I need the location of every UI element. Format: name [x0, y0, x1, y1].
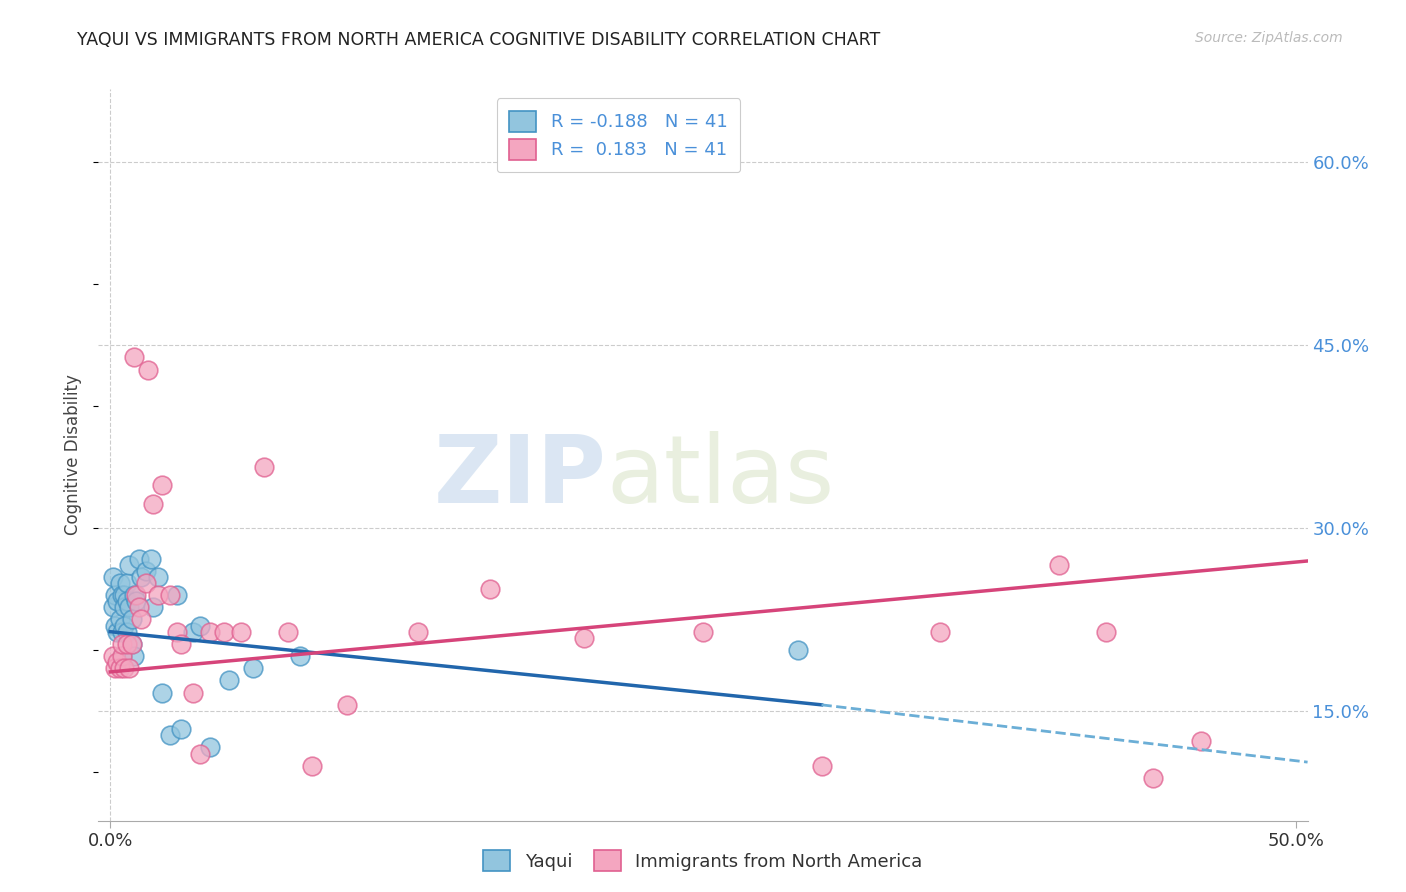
Point	[118, 661, 141, 675]
Point	[190, 747, 212, 761]
Point	[574, 631, 596, 645]
Point	[114, 588, 136, 602]
Point	[111, 649, 134, 664]
Point	[105, 624, 128, 639]
Point	[253, 460, 276, 475]
Point	[1047, 558, 1070, 572]
Point	[122, 649, 145, 664]
Point	[104, 618, 127, 632]
Point	[129, 570, 152, 584]
Point	[115, 637, 138, 651]
Point	[170, 723, 193, 737]
Point	[170, 637, 193, 651]
Point	[277, 624, 299, 639]
Point	[218, 673, 240, 688]
Point	[159, 728, 181, 742]
Point	[478, 582, 501, 596]
Point	[111, 637, 134, 651]
Point	[121, 637, 143, 651]
Point	[121, 613, 143, 627]
Point	[288, 649, 311, 664]
Point	[128, 551, 150, 566]
Point	[139, 551, 162, 566]
Point	[159, 588, 181, 602]
Point	[336, 698, 359, 712]
Point	[104, 588, 127, 602]
Point	[129, 613, 152, 627]
Point	[111, 588, 134, 602]
Point	[125, 588, 148, 602]
Point	[212, 624, 235, 639]
Point	[810, 758, 832, 772]
Point	[152, 686, 174, 700]
Point	[115, 624, 138, 639]
Point	[108, 613, 131, 627]
Point	[181, 624, 204, 639]
Point	[108, 576, 131, 591]
Point	[114, 661, 136, 675]
Point	[786, 643, 808, 657]
Point	[242, 661, 264, 675]
Point	[142, 600, 165, 615]
Point	[111, 624, 134, 639]
Point	[142, 497, 165, 511]
Text: YAQUI VS IMMIGRANTS FROM NORTH AMERICA COGNITIVE DISABILITY CORRELATION CHART: YAQUI VS IMMIGRANTS FROM NORTH AMERICA C…	[77, 31, 880, 49]
Point	[104, 661, 127, 675]
Point	[115, 576, 138, 591]
Point	[114, 600, 136, 615]
Point	[128, 600, 150, 615]
Point	[301, 758, 323, 772]
Point	[1095, 624, 1118, 639]
Point	[101, 570, 124, 584]
Point	[122, 588, 145, 602]
Point	[114, 618, 136, 632]
Point	[152, 478, 174, 492]
Text: Source: ZipAtlas.com: Source: ZipAtlas.com	[1195, 31, 1343, 45]
Point	[115, 594, 138, 608]
Point	[229, 624, 252, 639]
Text: atlas: atlas	[606, 431, 835, 523]
Point	[408, 624, 430, 639]
Point	[135, 564, 157, 578]
Point	[181, 686, 204, 700]
Point	[135, 576, 157, 591]
Point	[101, 649, 124, 664]
Point	[105, 655, 128, 669]
Point	[146, 570, 169, 584]
Point	[101, 600, 124, 615]
Point	[105, 594, 128, 608]
Point	[111, 649, 134, 664]
Point	[166, 588, 188, 602]
Point	[198, 740, 221, 755]
Point	[118, 558, 141, 572]
Point	[166, 624, 188, 639]
Point	[122, 351, 145, 365]
Point	[121, 637, 143, 651]
Text: ZIP: ZIP	[433, 431, 606, 523]
Point	[1142, 771, 1164, 785]
Point	[1189, 734, 1212, 748]
Point	[136, 362, 159, 376]
Point	[118, 600, 141, 615]
Point	[929, 624, 952, 639]
Legend: R = -0.188   N = 41, R =  0.183   N = 41: R = -0.188 N = 41, R = 0.183 N = 41	[496, 98, 740, 172]
Legend: Yaqui, Immigrants from North America: Yaqui, Immigrants from North America	[477, 843, 929, 879]
Point	[198, 624, 221, 639]
Point	[108, 661, 131, 675]
Point	[692, 624, 714, 639]
Point	[125, 594, 148, 608]
Y-axis label: Cognitive Disability: Cognitive Disability	[65, 375, 83, 535]
Point	[190, 618, 212, 632]
Point	[146, 588, 169, 602]
